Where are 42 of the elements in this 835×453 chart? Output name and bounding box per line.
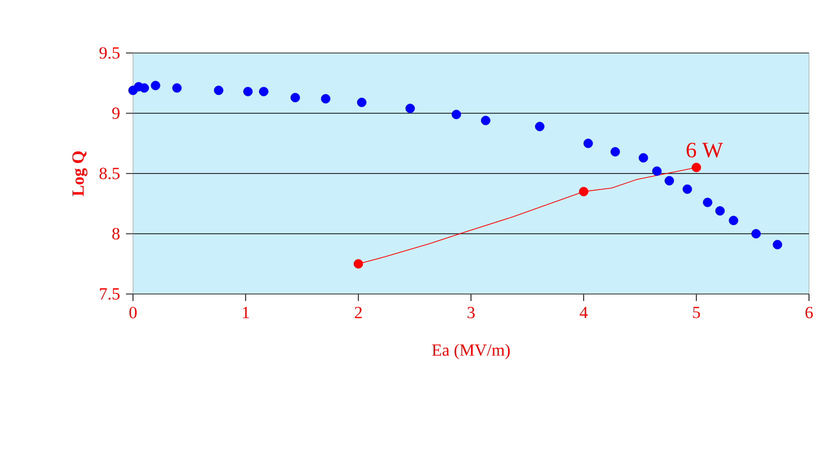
point xyxy=(243,86,253,96)
point xyxy=(682,184,692,194)
point xyxy=(214,86,224,96)
point xyxy=(452,110,462,120)
x-axis-title: Ea (MV/m) xyxy=(432,344,510,360)
point xyxy=(480,116,490,126)
x-tick-label: 1 xyxy=(242,306,249,318)
point xyxy=(664,176,674,186)
annotation: 6 W xyxy=(686,142,723,158)
x-tick-label: 4 xyxy=(580,306,588,318)
point xyxy=(728,216,738,226)
y-axis-title: Log Q xyxy=(72,151,88,196)
point xyxy=(357,98,366,108)
y-tick-label: 9.5 xyxy=(99,47,120,59)
x-tick-label: 6 xyxy=(805,306,813,318)
point xyxy=(405,104,415,114)
y-tick-label: 8.5 xyxy=(100,168,120,180)
point xyxy=(150,80,160,90)
point xyxy=(652,166,662,176)
point xyxy=(751,229,761,238)
y-tick-label: 8 xyxy=(112,228,120,240)
point xyxy=(583,138,593,148)
point xyxy=(578,186,588,196)
x-tick-label: 2 xyxy=(354,306,362,318)
point xyxy=(610,147,620,157)
y-tick-label: 9 xyxy=(112,108,120,119)
y-tick-label: 7.5 xyxy=(100,288,120,300)
x-tick-label: 3 xyxy=(468,306,475,318)
point xyxy=(258,86,268,96)
point xyxy=(715,206,725,216)
point xyxy=(692,162,702,172)
point xyxy=(320,94,330,104)
point xyxy=(354,259,364,269)
x-tick-label: 0 xyxy=(129,306,137,318)
point xyxy=(638,153,648,163)
x-tick-label: 5 xyxy=(693,306,700,318)
point xyxy=(702,198,712,208)
point xyxy=(140,83,149,93)
point xyxy=(772,240,782,250)
point xyxy=(290,92,300,102)
point xyxy=(535,122,544,132)
point xyxy=(172,83,182,93)
